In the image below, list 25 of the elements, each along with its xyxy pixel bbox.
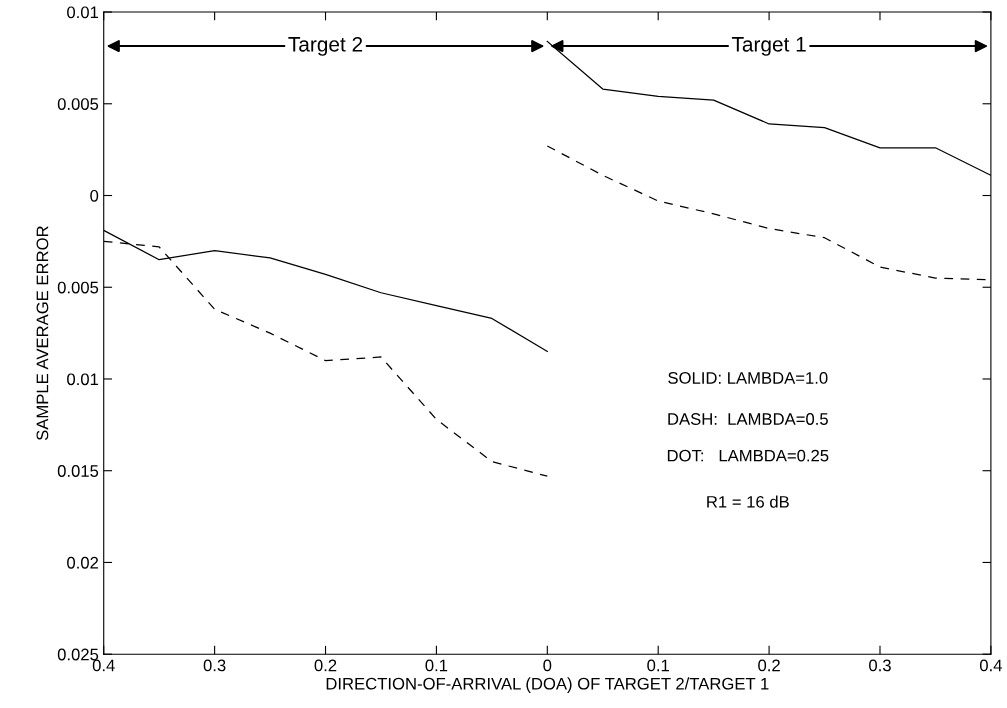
x-tick-label: 0.2 [314,659,337,672]
y-tick-label: 0.02 [67,556,99,569]
y-tick-label: 0.015 [57,465,99,477]
x-tick-label: 0.1 [647,659,669,672]
annotation: Target 2 [288,36,363,56]
x-tick-label: 0.4 [92,659,115,672]
y-tick-label: 0.005 [57,98,99,110]
y-tick-label: 0.005 [57,281,99,294]
x-axis-title: DIRECTION-OF-ARRIVAL (DOA) OF TARGET 2/TARGET 1 [326,677,769,693]
y-tick-label: 0.01 [67,373,99,386]
x-tick-label: 0.4 [979,659,1002,672]
y-tick-label: 0.01 [67,6,99,19]
x-tick-label: 0.2 [758,659,780,672]
x-tick-label: 0.1 [425,659,448,672]
y-tick-label: 0 [90,189,99,202]
x-tick-label: 0 [543,659,552,672]
annotation: DOT: LAMBDA=0.25 [667,449,829,462]
annotation: DASH: LAMBDA=0.5 [668,413,828,425]
y-tick-label: 0.025 [57,648,99,661]
x-tick-label: 0.3 [203,659,226,672]
annotation: Target 1 [731,37,806,56]
annotation: R1 = 16 dB [707,495,789,508]
x-tick-label: 0.3 [869,659,891,672]
annotation: SOLID: LAMBDA=1.0 [668,372,828,384]
y-axis-title: SAMPLE AVERAGE ERROR [36,226,49,441]
